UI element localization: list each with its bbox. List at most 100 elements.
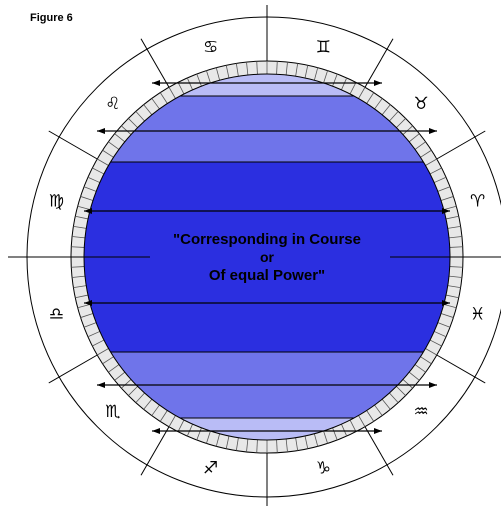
degree-tick — [276, 61, 278, 75]
double-arrow — [152, 80, 382, 86]
degree-tick — [235, 437, 239, 451]
degree-tick — [449, 246, 463, 248]
caption-line-3: Of equal Power" — [209, 267, 325, 284]
degree-tick — [396, 386, 406, 396]
degree-tick — [143, 104, 153, 116]
degree-tick — [121, 379, 132, 389]
degree-tick — [121, 125, 132, 135]
degree-tick — [434, 331, 447, 338]
libra-icon: ♎ — [49, 304, 64, 324]
cancer-icon: ♋ — [203, 37, 218, 57]
degree-tick — [225, 435, 230, 449]
degree-tick — [196, 427, 202, 441]
degree-tick — [80, 196, 94, 201]
degree-tick — [206, 430, 211, 444]
degree-tick — [295, 63, 299, 77]
sign-divider-line — [48, 130, 98, 160]
degree-tick — [80, 313, 94, 318]
degree-tick — [177, 82, 185, 95]
degree-tick — [92, 167, 105, 175]
degree-tick — [215, 433, 221, 447]
pisces-icon: ♓ — [470, 304, 485, 324]
degree-tick — [420, 149, 432, 158]
degree-tick — [83, 186, 97, 192]
scorpio-icon: ♏ — [105, 402, 120, 422]
figure-label: Figure 6 — [30, 12, 73, 24]
double-arrow — [84, 300, 450, 306]
sign-divider-line — [436, 130, 486, 160]
degree-tick — [71, 266, 85, 268]
degree-tick — [77, 303, 91, 309]
degree-tick — [168, 415, 176, 427]
degree-tick — [381, 398, 391, 410]
degree-tick — [437, 186, 451, 192]
parallel-arrows — [84, 80, 450, 434]
degree-tick — [108, 141, 120, 150]
degree-tick — [402, 379, 413, 389]
degree-tick — [358, 87, 366, 99]
double-arrow — [152, 428, 382, 434]
degree-tick — [429, 339, 442, 347]
degree-tick — [114, 133, 126, 143]
double-arrow — [84, 208, 450, 214]
degree-tick — [97, 158, 109, 166]
degree-tick — [323, 430, 328, 444]
degree-tick — [304, 65, 309, 79]
degree-tick — [97, 348, 109, 356]
sign-divider-line — [48, 354, 98, 384]
degree-tick — [440, 196, 454, 201]
degree-tick — [434, 176, 447, 183]
degree-tick — [408, 371, 420, 381]
degree-tick — [445, 294, 459, 299]
aquarius-icon: ♒ — [414, 402, 429, 422]
degree-tick — [396, 118, 406, 128]
degree-tick — [186, 77, 193, 90]
degree-tick — [440, 313, 454, 318]
degree-tick — [135, 392, 145, 403]
degree-tick — [374, 404, 383, 416]
degree-tick — [159, 92, 168, 104]
degree-tick — [87, 331, 100, 338]
degree-tick — [143, 398, 153, 410]
degree-tick — [75, 294, 89, 299]
degree-tick — [276, 439, 278, 453]
sign-divider-line — [364, 426, 394, 476]
sign-divider-line — [364, 38, 394, 88]
degree-tick — [285, 438, 288, 452]
degree-tick — [414, 141, 426, 150]
degree-tick — [420, 356, 432, 365]
caption-line-1: "Corresponding in Course — [173, 231, 361, 248]
degree-tick — [246, 438, 249, 452]
zodiac-signs: ♋ ♊ ♉ ♈ ♓ ♒ ♑ ♐ ♏ ♎ ♍ ♌ — [49, 37, 485, 478]
sign-divider-line — [436, 354, 486, 384]
degree-tick — [73, 225, 87, 229]
degree-tick — [389, 392, 399, 403]
degree-tick — [349, 82, 357, 95]
degree-tick — [366, 410, 375, 422]
degree-tick — [102, 356, 114, 365]
sagittarius-icon: ♐ — [203, 459, 218, 479]
degree-tick — [304, 435, 309, 449]
leo-icon: ♌ — [105, 94, 120, 114]
degree-tick — [246, 62, 249, 76]
degree-tick — [151, 98, 160, 110]
degree-tick — [437, 322, 451, 328]
degree-tick — [313, 67, 319, 81]
degree-tick — [443, 303, 457, 309]
degree-tick — [443, 205, 457, 211]
degree-tick — [389, 111, 399, 122]
degree-tick — [215, 67, 221, 81]
degree-tick — [177, 419, 185, 432]
degree-tick — [256, 439, 258, 453]
degree-tick — [374, 98, 383, 110]
degree-tick — [71, 246, 85, 248]
degree-tick — [402, 125, 413, 135]
degree-tick — [114, 371, 126, 381]
degree-tick — [448, 275, 462, 278]
degree-tick — [73, 285, 87, 289]
degree-tick — [381, 104, 391, 116]
degree-tick — [295, 437, 299, 451]
degree-tick — [366, 92, 375, 104]
degree-tick — [168, 87, 176, 99]
degree-tick — [414, 364, 426, 373]
